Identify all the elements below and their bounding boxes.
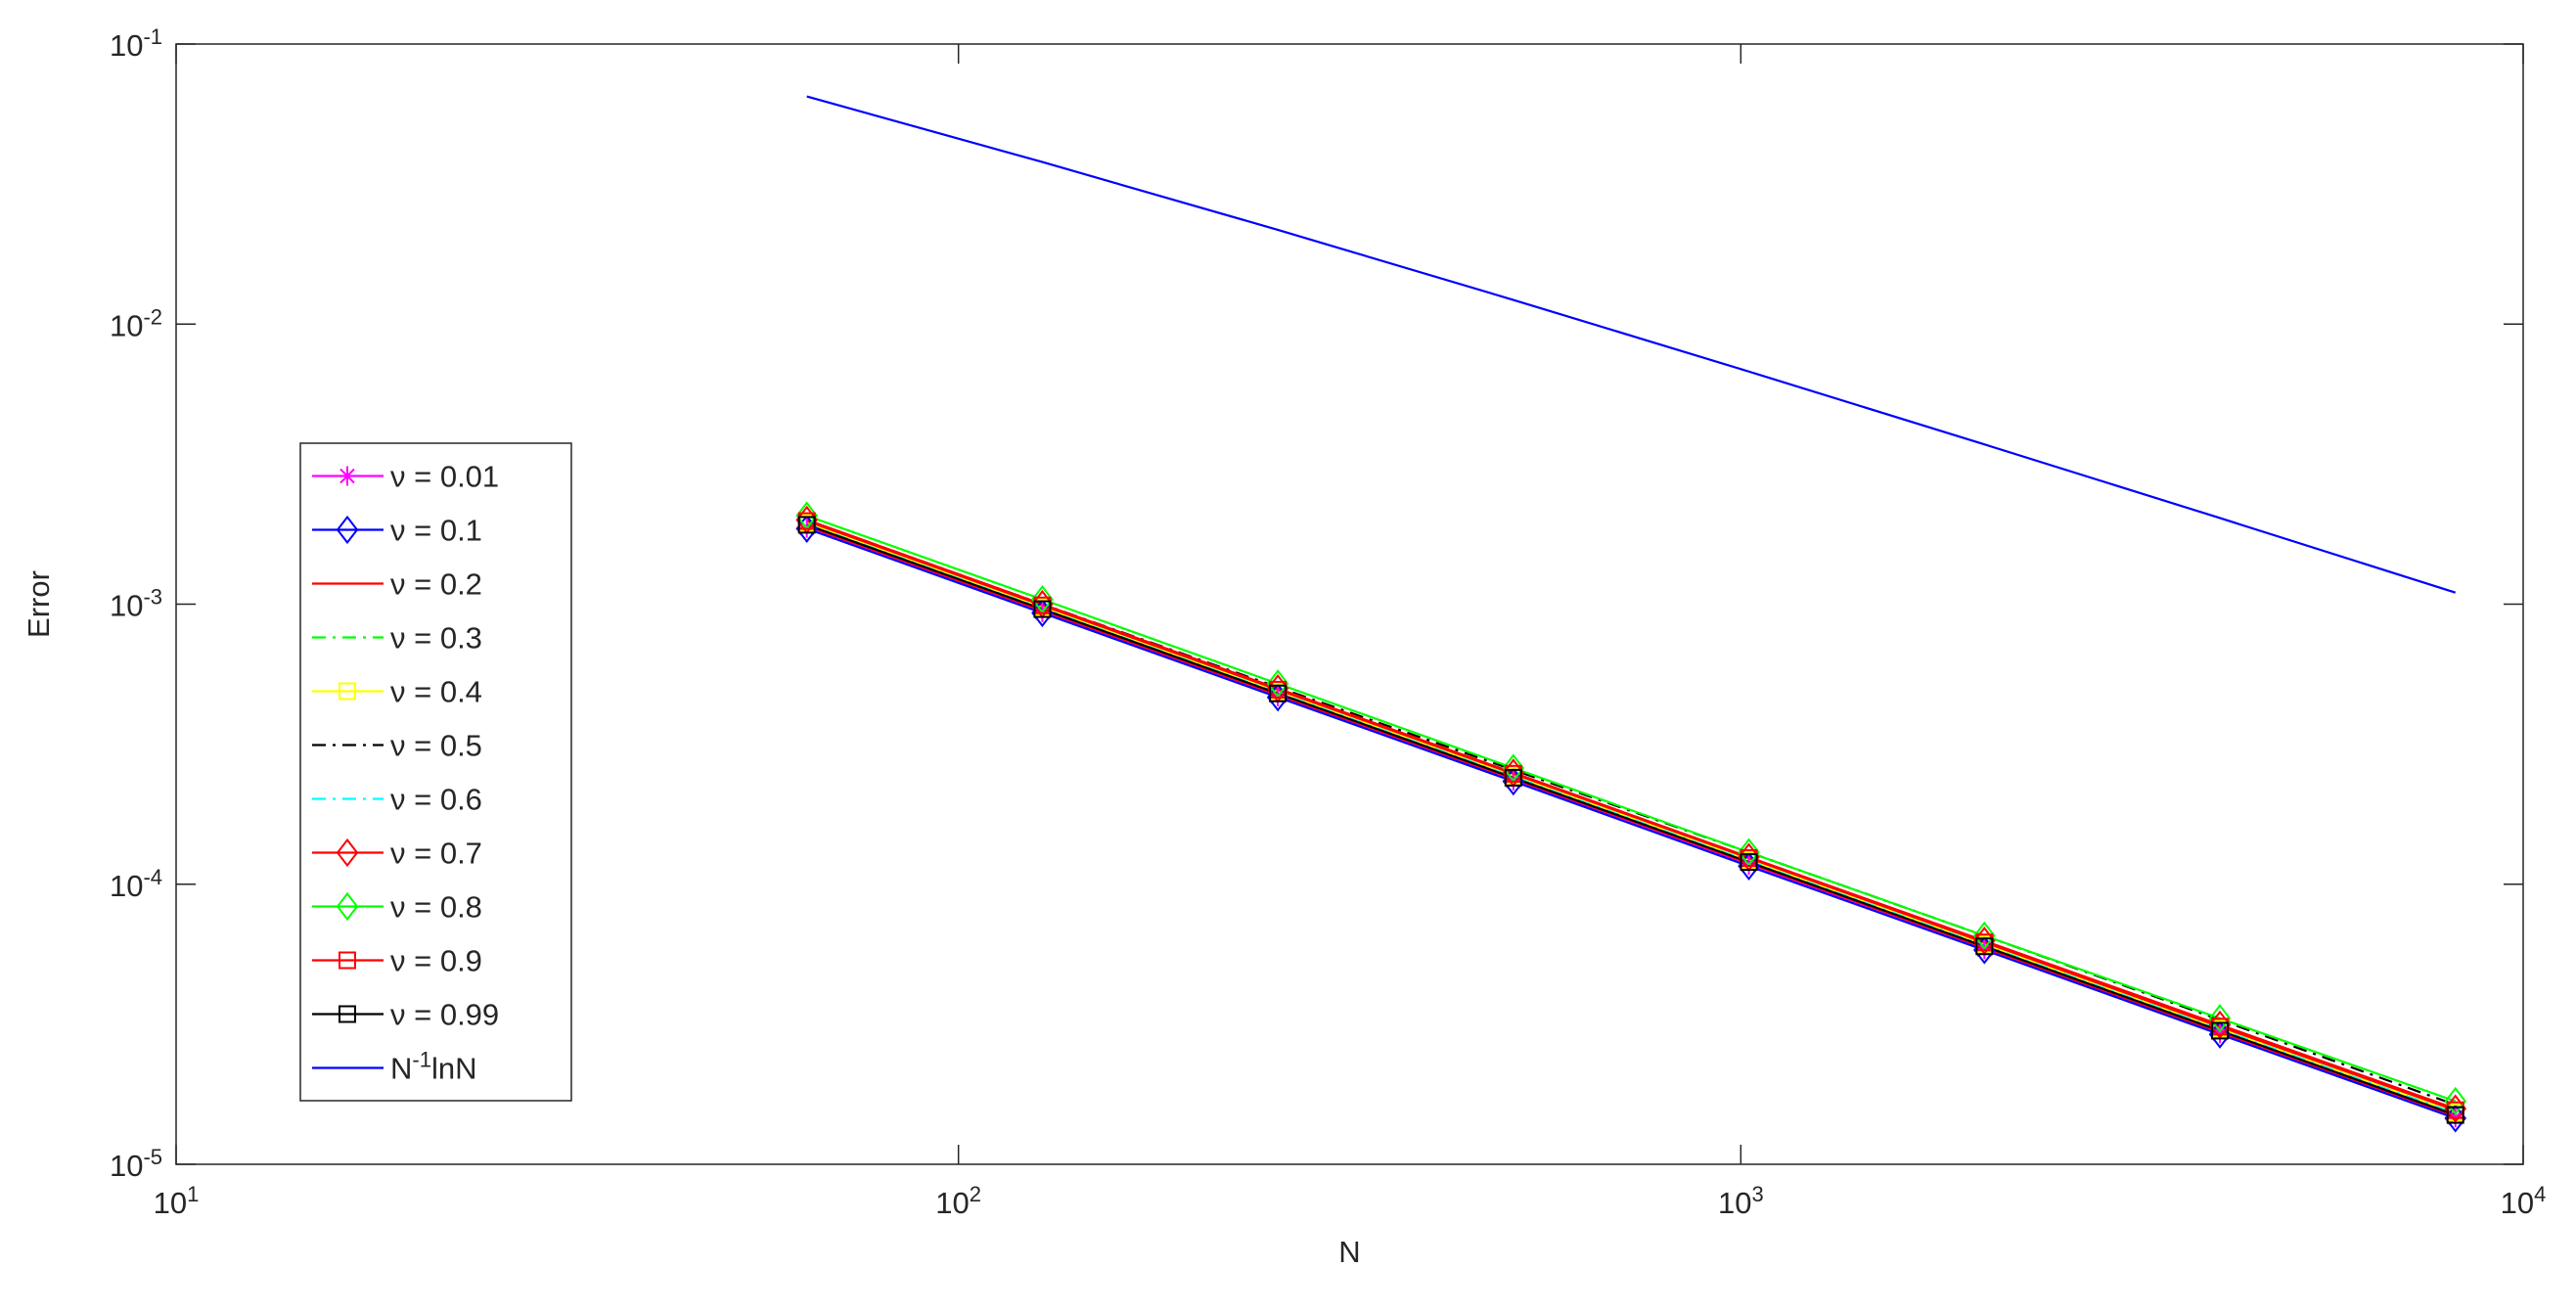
legend-label: ν = 0.99 [390,998,499,1032]
marker [2446,1106,2464,1124]
axes-box [175,43,2524,1165]
legend-label: N-1lnN [390,1047,476,1086]
x-tick-label: 103 [1718,1182,1764,1221]
series-line [806,527,2457,1119]
y-tick-label: 10-3 [110,584,162,623]
legend-label: ν = 0.3 [390,621,482,656]
marker [1975,937,1994,956]
legend-label: ν = 0.1 [390,514,482,548]
marker [336,515,359,545]
legend-label: ν = 0.9 [390,944,482,978]
x-axis-label: N [1338,1235,1360,1269]
series-line [806,520,2457,1111]
marker [1266,669,1289,699]
y-tick-label: 10-5 [110,1145,162,1184]
marker [339,951,356,970]
x-tick-label: 102 [935,1182,981,1221]
marker [336,891,359,922]
y-tick-label: 10-4 [110,864,162,903]
marker [2208,1010,2232,1040]
legend-label: ν = 0.7 [390,837,482,871]
x-tick-label: 101 [154,1182,200,1221]
legend-box [299,442,572,1102]
marker [339,682,356,701]
series-line [806,523,2457,1116]
marker [338,466,357,486]
marker [339,1005,356,1023]
x-tick-label: 104 [2501,1182,2547,1221]
legend-label: ν = 0.8 [390,890,482,925]
series-line [806,95,2457,594]
legend-label: ν = 0.5 [390,729,482,763]
legend-label: ν = 0.01 [390,460,499,494]
marker [1033,600,1052,618]
legend-label: ν = 0.2 [390,567,482,602]
y-tick-label: 10-2 [110,304,162,343]
y-axis-label: Error [22,570,56,638]
marker [1269,684,1288,702]
marker [2444,1086,2467,1116]
marker [797,516,816,534]
y-tick-label: 10-1 [110,24,162,64]
series-line [806,519,2457,1107]
legend-label: ν = 0.6 [390,783,482,817]
marker [1973,921,1996,950]
series-line [806,522,2457,1114]
marker [1740,853,1758,872]
series-line [806,515,2457,1103]
marker [1504,768,1522,787]
marker [336,838,359,868]
marker [2211,1021,2230,1040]
marker [2208,1004,2232,1033]
legend-label: ν = 0.4 [390,675,482,709]
marker [1031,584,1054,614]
